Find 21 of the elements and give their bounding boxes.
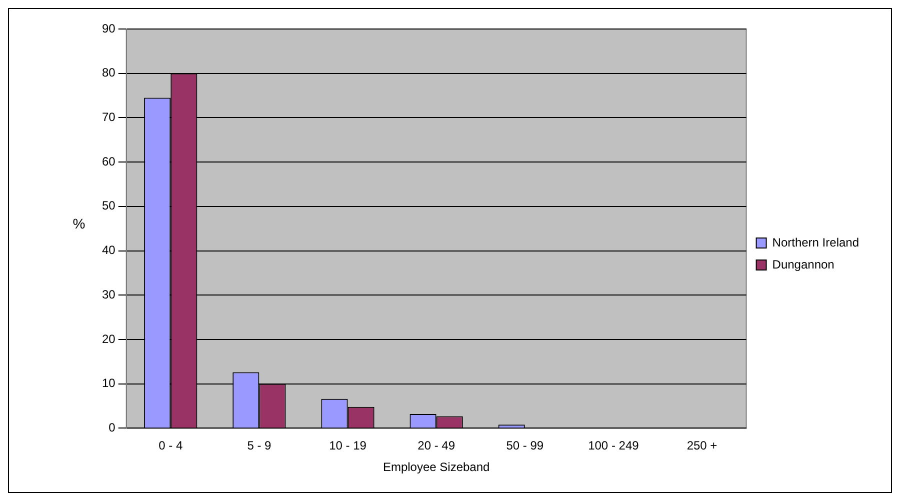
y-tick-label: 30: [102, 287, 116, 302]
x-tick-label: 20 - 49: [418, 438, 456, 453]
x-tick-label: 50 - 99: [506, 438, 544, 453]
y-tick-label: 0: [108, 420, 116, 435]
x-tick-label: 5 - 9: [247, 438, 272, 453]
y-tick-label: 20: [102, 332, 116, 346]
y-tick-label: 40: [102, 243, 116, 258]
y-tick-label: 70: [102, 110, 116, 124]
x-tick-label: 0 - 4: [158, 438, 183, 453]
y-tick-label: 10: [102, 376, 116, 390]
y-tick-label: 90: [102, 21, 116, 36]
legend-label: Dungannon: [772, 257, 834, 272]
x-tick-label: 10 - 19: [329, 438, 367, 453]
y-axis-title: %: [72, 216, 86, 232]
x-tick-label: 100 - 249: [588, 438, 640, 453]
y-tick-label: 60: [102, 154, 116, 168]
y-tick-label: 80: [102, 66, 116, 80]
legend-label: Northern Ireland: [772, 235, 860, 250]
x-tick-label: 250 +: [686, 438, 718, 453]
x-axis-title: Employee Sizeband: [382, 460, 490, 474]
y-tick-label: 50: [102, 198, 116, 213]
